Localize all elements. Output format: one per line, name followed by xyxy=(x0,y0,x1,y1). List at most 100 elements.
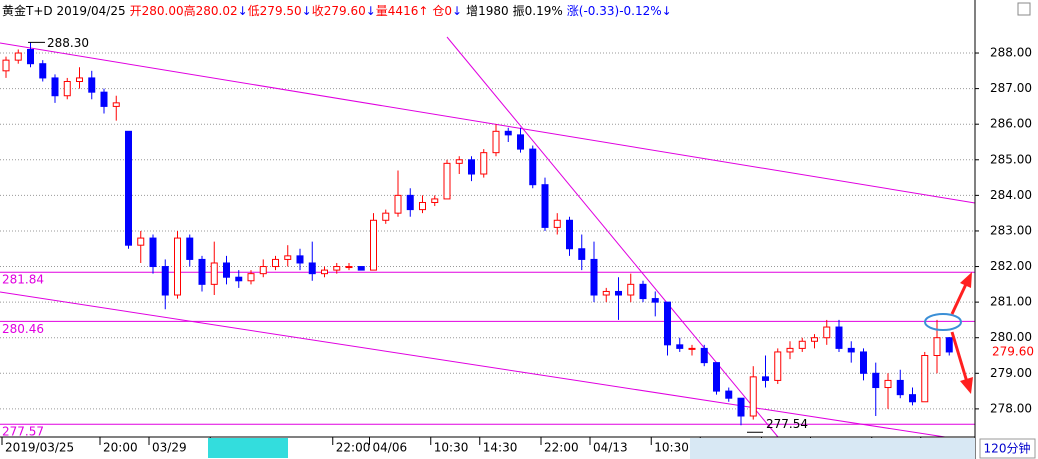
header-item: ↓ xyxy=(366,4,376,18)
candle-body xyxy=(749,376,757,417)
period-label: 120分钟 xyxy=(984,441,1031,456)
candle-body xyxy=(14,52,22,61)
candle-body xyxy=(909,394,916,403)
candle-body xyxy=(774,351,782,381)
candle-body xyxy=(174,237,181,296)
header-item: 量4416 xyxy=(376,4,419,18)
x-tick-label: 10:30 xyxy=(434,441,469,455)
candle-body xyxy=(639,283,647,300)
candle-body xyxy=(676,344,684,349)
header: 黄金T+D 2019/04/25 开280.00高280.02↓低279.50↓收… xyxy=(2,3,672,18)
candle-body xyxy=(394,194,402,214)
candle-body xyxy=(284,255,292,260)
candle-body xyxy=(945,337,953,353)
candle-body xyxy=(602,290,610,296)
candle-body xyxy=(88,77,96,93)
y-tick-label: 283.00 xyxy=(990,223,1032,237)
candle-body xyxy=(63,80,71,97)
candle-body xyxy=(615,290,622,296)
x-tick-label: 22:00 xyxy=(544,441,579,455)
candle-body xyxy=(627,283,635,296)
arrow xyxy=(950,281,969,315)
header-item: 高280.02 xyxy=(184,3,238,18)
candle-body xyxy=(370,219,377,271)
candle-body xyxy=(933,337,941,357)
candle-body xyxy=(713,362,720,392)
candle-body xyxy=(2,59,10,72)
candle-body xyxy=(455,159,463,164)
candle-body xyxy=(590,258,598,296)
y-tick-label: 281.00 xyxy=(990,295,1032,309)
period-box xyxy=(979,438,1036,459)
candle-body xyxy=(27,48,34,65)
header-item: 仓0 xyxy=(432,4,452,18)
candle-body xyxy=(259,266,267,275)
candle-body xyxy=(39,63,47,79)
candle-body xyxy=(786,347,794,353)
candle-body xyxy=(137,237,145,246)
candle-body xyxy=(357,266,365,271)
cursor-band xyxy=(690,438,975,459)
candle-body xyxy=(296,255,304,264)
candle-body xyxy=(112,102,120,107)
y-tick-label: 285.00 xyxy=(990,152,1032,166)
candle-body xyxy=(847,347,855,353)
y-tick-label: 278.00 xyxy=(990,401,1032,415)
cursor-label-bg xyxy=(208,438,288,458)
candle-body xyxy=(321,269,328,275)
level-label: 280.46 xyxy=(2,322,44,336)
annotations: 288.30 277.54 279.60 xyxy=(28,36,1034,433)
candle-body xyxy=(651,298,659,303)
candle-body xyxy=(811,337,818,342)
candle-body xyxy=(125,130,132,246)
level-label: 277.57 xyxy=(2,425,44,439)
y-tick-label: 287.00 xyxy=(990,81,1032,95)
x-tick-label: 04/06 xyxy=(373,441,408,455)
last-price: 279.60 xyxy=(992,344,1034,358)
candle-body xyxy=(492,130,500,154)
highlight-ellipse xyxy=(924,313,962,331)
candle-body xyxy=(921,355,929,403)
header-item: 涨(-0.33)-0.12%↓ xyxy=(567,3,672,18)
x-tick-label: 22:00 xyxy=(336,441,371,455)
header-item: 黄金T+D 2019/04/25 xyxy=(2,3,126,18)
y-tick-label: 280.00 xyxy=(990,330,1032,344)
candles xyxy=(2,42,953,426)
candle-body xyxy=(235,276,243,282)
candle-body xyxy=(860,351,867,374)
candle-body xyxy=(529,148,537,186)
y-tick-label: 284.00 xyxy=(990,188,1032,202)
candle-body xyxy=(76,77,83,82)
candle-body xyxy=(210,262,218,285)
candle-body xyxy=(688,347,696,350)
window-button xyxy=(1017,2,1031,16)
candle-body xyxy=(272,258,279,268)
candle-body xyxy=(149,237,157,268)
candle-body xyxy=(553,219,561,228)
candle-body xyxy=(345,266,353,269)
header-item: 收279.60 xyxy=(312,4,366,18)
candle-body xyxy=(308,262,316,275)
header-item: 低279.50 xyxy=(248,4,302,18)
header-item: 增1980 xyxy=(466,4,509,18)
candle-body xyxy=(333,266,341,271)
candle-body xyxy=(247,273,255,282)
x-tick-label: 20:00 xyxy=(103,441,138,455)
candle-body xyxy=(480,152,488,175)
candle-body xyxy=(406,194,414,211)
candle-body xyxy=(835,326,843,349)
candle-body xyxy=(419,201,426,211)
header-item: ↓ xyxy=(452,4,462,18)
header-item: 振0.19% xyxy=(513,4,563,18)
arrow xyxy=(950,331,969,383)
level-label: 281.84 xyxy=(2,273,44,287)
x-tick-label: 03/29 xyxy=(152,441,187,455)
header-item: ↑ xyxy=(418,4,428,18)
candle-body xyxy=(468,159,475,175)
candle-body xyxy=(566,219,573,250)
candle-body xyxy=(198,258,206,285)
candle-body xyxy=(737,397,745,417)
candle-body xyxy=(823,326,831,339)
